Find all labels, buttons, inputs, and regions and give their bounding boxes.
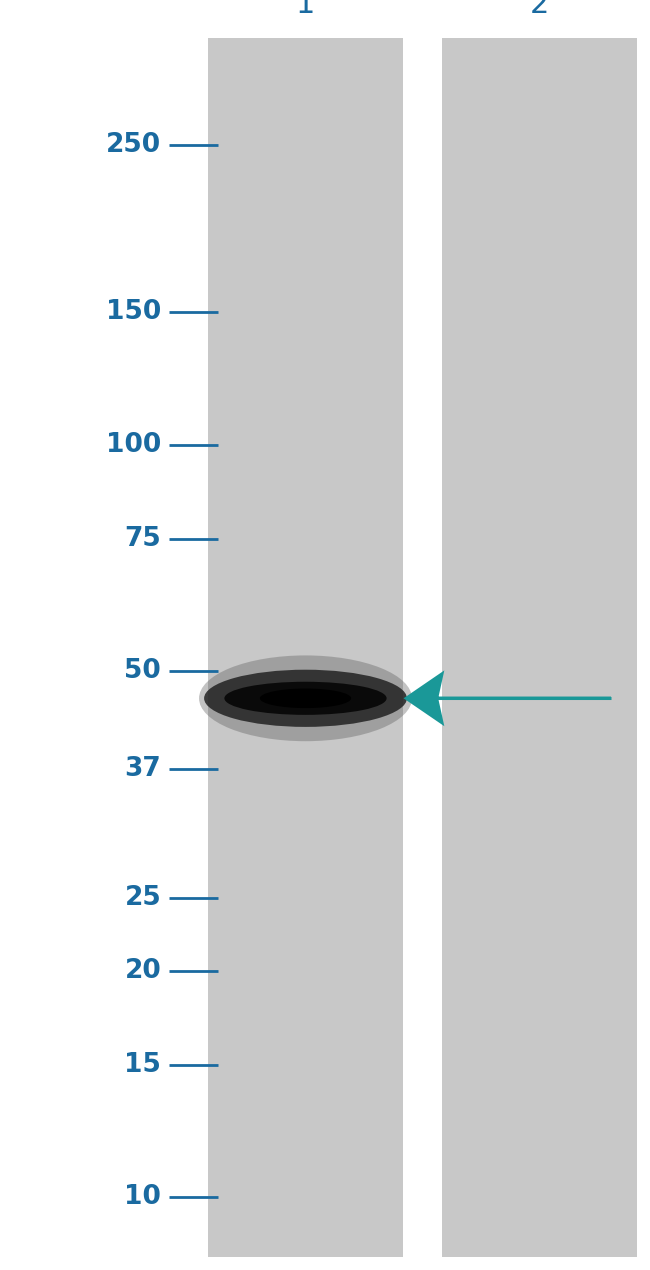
Bar: [208, 38, 403, 1257]
Text: 1: 1: [296, 0, 315, 19]
Ellipse shape: [204, 669, 407, 726]
Text: 25: 25: [124, 885, 161, 911]
FancyArrow shape: [406, 674, 611, 723]
Ellipse shape: [199, 655, 412, 742]
Text: 50: 50: [124, 658, 161, 685]
Text: 2: 2: [530, 0, 549, 19]
Bar: [442, 38, 637, 1257]
Ellipse shape: [224, 682, 387, 715]
Text: 37: 37: [124, 757, 161, 782]
Text: 20: 20: [124, 958, 161, 983]
Text: 150: 150: [106, 298, 161, 325]
Text: 75: 75: [124, 526, 161, 551]
Text: 15: 15: [124, 1052, 161, 1077]
Text: 250: 250: [106, 132, 161, 157]
Text: 10: 10: [124, 1184, 161, 1210]
Text: 100: 100: [106, 432, 161, 457]
Ellipse shape: [260, 688, 351, 709]
